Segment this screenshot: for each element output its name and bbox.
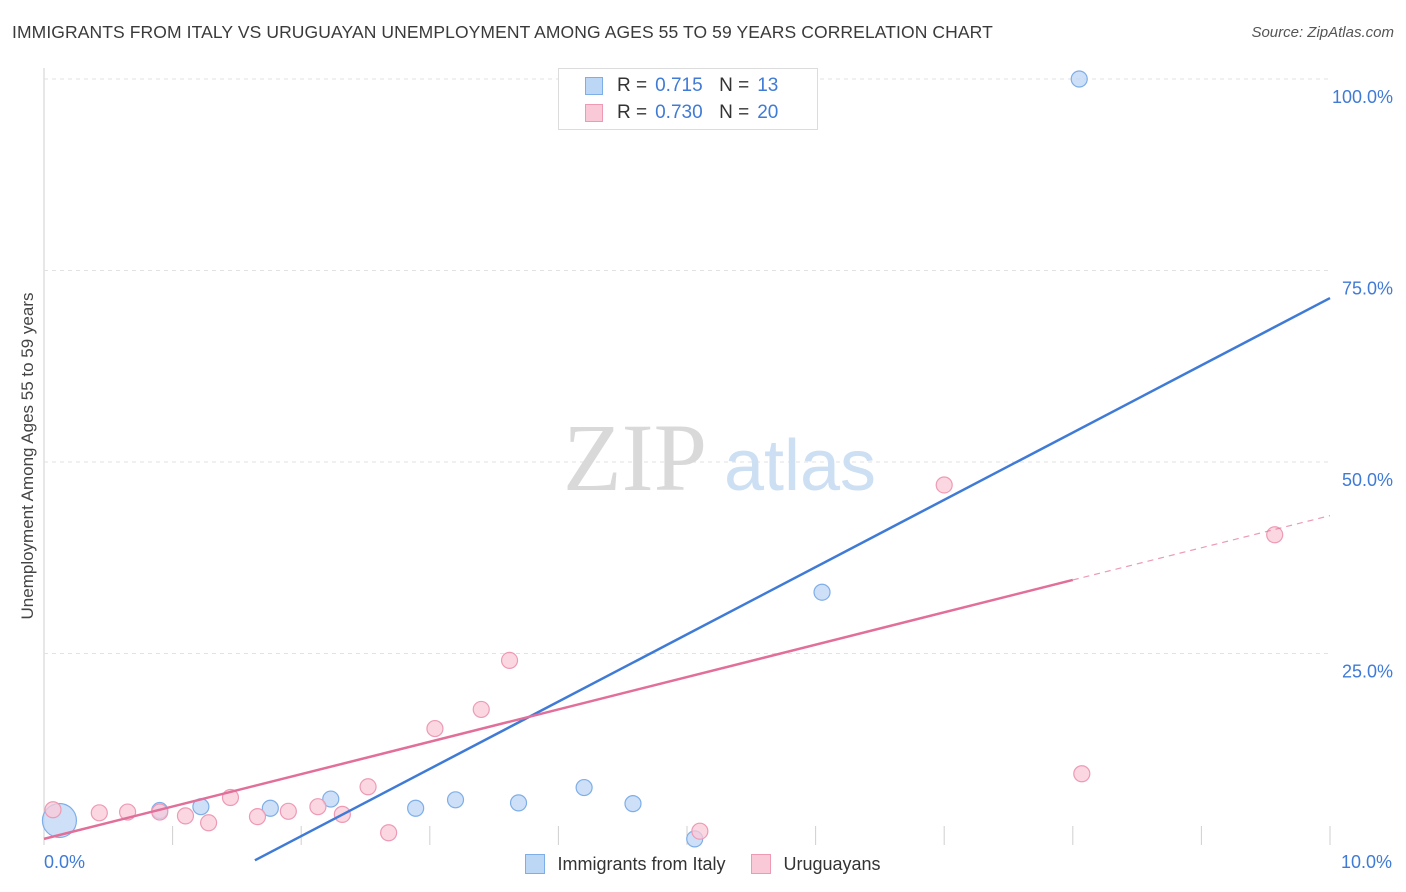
data-point-uruguayans: [500, 651, 519, 669]
data-point-italy: [446, 791, 465, 809]
data-point-italy: [1070, 70, 1088, 88]
trend-line-extension-uruguayans: [1072, 515, 1331, 581]
legend-n-value: 13: [757, 75, 779, 96]
legend-r-label: R =: [617, 102, 648, 123]
data-point-uruguayans: [176, 807, 195, 825]
data-point-uruguayans: [309, 798, 327, 816]
legend-r-value: 0.715: [655, 75, 703, 96]
data-point-uruguayans: [90, 804, 108, 822]
data-point-uruguayans: [935, 476, 953, 494]
trend-line-italy: [254, 296, 1331, 862]
source-label: Source: ZipAtlas.com: [1251, 24, 1394, 41]
series-legend: Immigrants from Italy Uruguayans: [0, 852, 1406, 876]
series-label-italy: Immigrants from Italy: [557, 853, 726, 874]
x-tick-label-min: 0.0%: [44, 852, 86, 872]
data-point-uruguayans: [426, 719, 444, 738]
data-point-uruguayans: [472, 700, 490, 719]
chart-title: IMMIGRANTS FROM ITALY VS URUGUAYAN UNEMP…: [12, 22, 993, 42]
data-point-uruguayans: [248, 808, 267, 826]
series-legend-uruguayans[interactable]: Uruguayans: [751, 852, 881, 876]
legend-n-label: N =: [719, 75, 750, 96]
legend-r-value: 0.730: [655, 102, 703, 123]
data-point-uruguayans: [1266, 526, 1284, 544]
series-legend-italy[interactable]: Immigrants from Italy: [525, 852, 725, 876]
watermark-atlas: atlas: [724, 426, 876, 506]
legend-row-italy: R = 0.715 N = 13: [585, 74, 778, 98]
data-point-uruguayans: [380, 824, 398, 842]
data-point-italy: [813, 583, 831, 601]
data-point-uruguayans: [279, 802, 297, 820]
legend-n-value: 20: [757, 102, 779, 123]
series-swatch-uruguayans: [751, 854, 772, 874]
stats-legend: R = 0.715 N = 13 R = 0.730 N = 20: [558, 68, 818, 130]
data-point-italy: [322, 790, 340, 808]
data-point-uruguayans: [359, 778, 377, 796]
x-tick-label-max: 10.0%: [1340, 852, 1392, 872]
series-label-uruguayans: Uruguayans: [783, 853, 881, 874]
y-tick-label: 25.0%: [1342, 662, 1393, 682]
data-point-italy: [624, 795, 642, 813]
data-point-italy: [407, 799, 425, 817]
y-axis-label: Unemployment Among Ages 55 to 59 years: [18, 292, 37, 620]
legend-swatch-italy: [585, 77, 603, 95]
legend-r-label: R =: [617, 75, 648, 96]
y-tick-label: 75.0%: [1342, 279, 1393, 299]
y-tick-label: 100.0%: [1332, 87, 1393, 107]
data-point-uruguayans: [1073, 765, 1091, 783]
data-point-italy: [261, 799, 279, 817]
data-point-uruguayans: [44, 801, 62, 819]
data-point-uruguayans: [691, 822, 709, 840]
legend-row-uruguayans: R = 0.730 N = 20: [585, 101, 778, 125]
watermark-zip: ZIP: [563, 404, 707, 511]
data-point-uruguayans: [200, 814, 218, 832]
data-point-italy: [509, 794, 528, 812]
y-tick-label: 50.0%: [1342, 470, 1393, 490]
data-point-italy: [575, 778, 593, 797]
series-swatch-italy: [525, 854, 546, 874]
legend-n-label: N =: [719, 102, 750, 123]
legend-swatch-uruguayans: [585, 104, 603, 122]
trend-line-uruguayans: [43, 578, 1074, 841]
